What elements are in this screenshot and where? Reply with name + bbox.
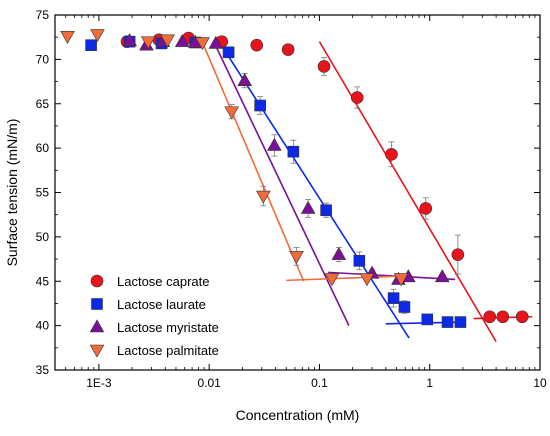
x-tick-label: 0.01 bbox=[197, 376, 221, 390]
y-tick-label: 50 bbox=[36, 230, 50, 244]
lactose-caprate-point bbox=[250, 38, 264, 52]
lactose-palmitate-point bbox=[324, 273, 340, 287]
lactose-palmitate-fit-line bbox=[286, 275, 406, 282]
lactose-myristate-point bbox=[331, 247, 347, 260]
lactose-caprate-point bbox=[496, 310, 510, 324]
x-tick-label: 0.1 bbox=[311, 376, 328, 390]
x-tick-label: 10 bbox=[533, 376, 547, 390]
lactose-laurate-point bbox=[320, 204, 332, 217]
legend-marker-lactose-palmitate bbox=[89, 344, 105, 358]
lactose-myristate-point bbox=[237, 73, 253, 86]
lactose-laurate-point bbox=[454, 316, 467, 328]
legend-marker-lactose-myristate bbox=[89, 319, 105, 333]
y-tick-label: 35 bbox=[36, 363, 50, 377]
lactose-palmitate-point bbox=[224, 106, 239, 120]
y-axis-title: Surface tension (mN/m) bbox=[4, 119, 20, 267]
plot-frame bbox=[54, 14, 541, 371]
legend-marker-lactose-caprate bbox=[90, 274, 104, 288]
lactose-caprate-point bbox=[385, 148, 398, 161]
lactose-laurate-point bbox=[441, 316, 454, 328]
y-tick-label: 75 bbox=[36, 8, 50, 22]
y-tick-label: 60 bbox=[36, 141, 50, 155]
lactose-palmitate-point bbox=[393, 273, 409, 287]
lactose-myristate-point bbox=[300, 200, 316, 214]
lactose-caprate-point bbox=[350, 91, 364, 104]
axis-ticks bbox=[54, 14, 541, 371]
lactose-laurate-point bbox=[254, 99, 266, 112]
data-points bbox=[60, 29, 529, 328]
legend-label-lactose-laurate: Lactose laurate bbox=[117, 297, 206, 312]
lactose-laurate-point bbox=[398, 301, 411, 313]
lactose-laurate-point bbox=[287, 145, 300, 158]
fit-lines bbox=[200, 39, 533, 343]
lactose-palmitate-point bbox=[60, 30, 75, 44]
lactose-caprate-fit-line bbox=[318, 41, 497, 343]
lactose-myristate-point bbox=[434, 269, 450, 283]
lactose-laurate-point bbox=[387, 292, 400, 304]
legend-marker-lactose-laurate bbox=[91, 298, 103, 310]
lactose-laurate-point bbox=[421, 313, 434, 326]
legend-label-lactose-myristate: Lactose myristate bbox=[117, 320, 219, 335]
y-tick-label: 65 bbox=[36, 97, 50, 111]
x-axis-title: Concentration (mM) bbox=[236, 407, 360, 423]
lactose-caprate-point bbox=[451, 248, 465, 261]
legend-label-lactose-caprate: Lactose caprate bbox=[117, 274, 210, 289]
y-tick-label: 55 bbox=[36, 186, 50, 200]
lactose-palmitate-point bbox=[140, 36, 156, 50]
x-tick-label: 1E-3 bbox=[86, 376, 112, 390]
lactose-palmitate-point bbox=[289, 251, 304, 265]
lactose-palmitate-point bbox=[359, 273, 375, 287]
lactose-myristate-point bbox=[122, 33, 137, 47]
x-tick-label: 1 bbox=[426, 376, 433, 390]
lactose-caprate-point bbox=[317, 60, 331, 73]
axis-tick-labels: 1E-3 0.01 0.1 1 10 35 40 45 50 55 60 65 70 75 bbox=[36, 8, 547, 390]
lactose-myristate-fit-line bbox=[213, 41, 350, 326]
y-tick-label: 45 bbox=[36, 274, 50, 288]
lactose-caprate-point bbox=[419, 202, 433, 215]
lactose-palmitate-fit-line bbox=[200, 39, 305, 282]
legend: Lactose caprate Lactose laurate Lactose my… bbox=[89, 274, 219, 358]
y-tick-label: 40 bbox=[36, 319, 50, 333]
lactose-laurate-point bbox=[353, 255, 366, 267]
lactose-palmitate-point bbox=[90, 29, 105, 43]
y-tick-label: 70 bbox=[36, 52, 50, 66]
lactose-palmitate-point bbox=[160, 34, 175, 48]
lactose-caprate-point bbox=[515, 310, 529, 324]
lactose-myristate-point bbox=[208, 35, 224, 49]
lactose-laurate-point bbox=[222, 46, 235, 59]
lactose-caprate-point bbox=[483, 310, 497, 324]
lactose-laurate-point bbox=[85, 39, 97, 51]
lactose-myristate-point bbox=[174, 34, 190, 47]
lactose-laurate-fit-line bbox=[217, 39, 410, 339]
lactose-myristate-point bbox=[267, 137, 282, 151]
lactose-palmitate-point bbox=[256, 190, 271, 204]
legend-label-lactose-palmitate: Lactose palmitate bbox=[117, 343, 219, 358]
lactose-caprate-point bbox=[281, 43, 295, 56]
lactose-palmitate-point bbox=[195, 37, 210, 51]
